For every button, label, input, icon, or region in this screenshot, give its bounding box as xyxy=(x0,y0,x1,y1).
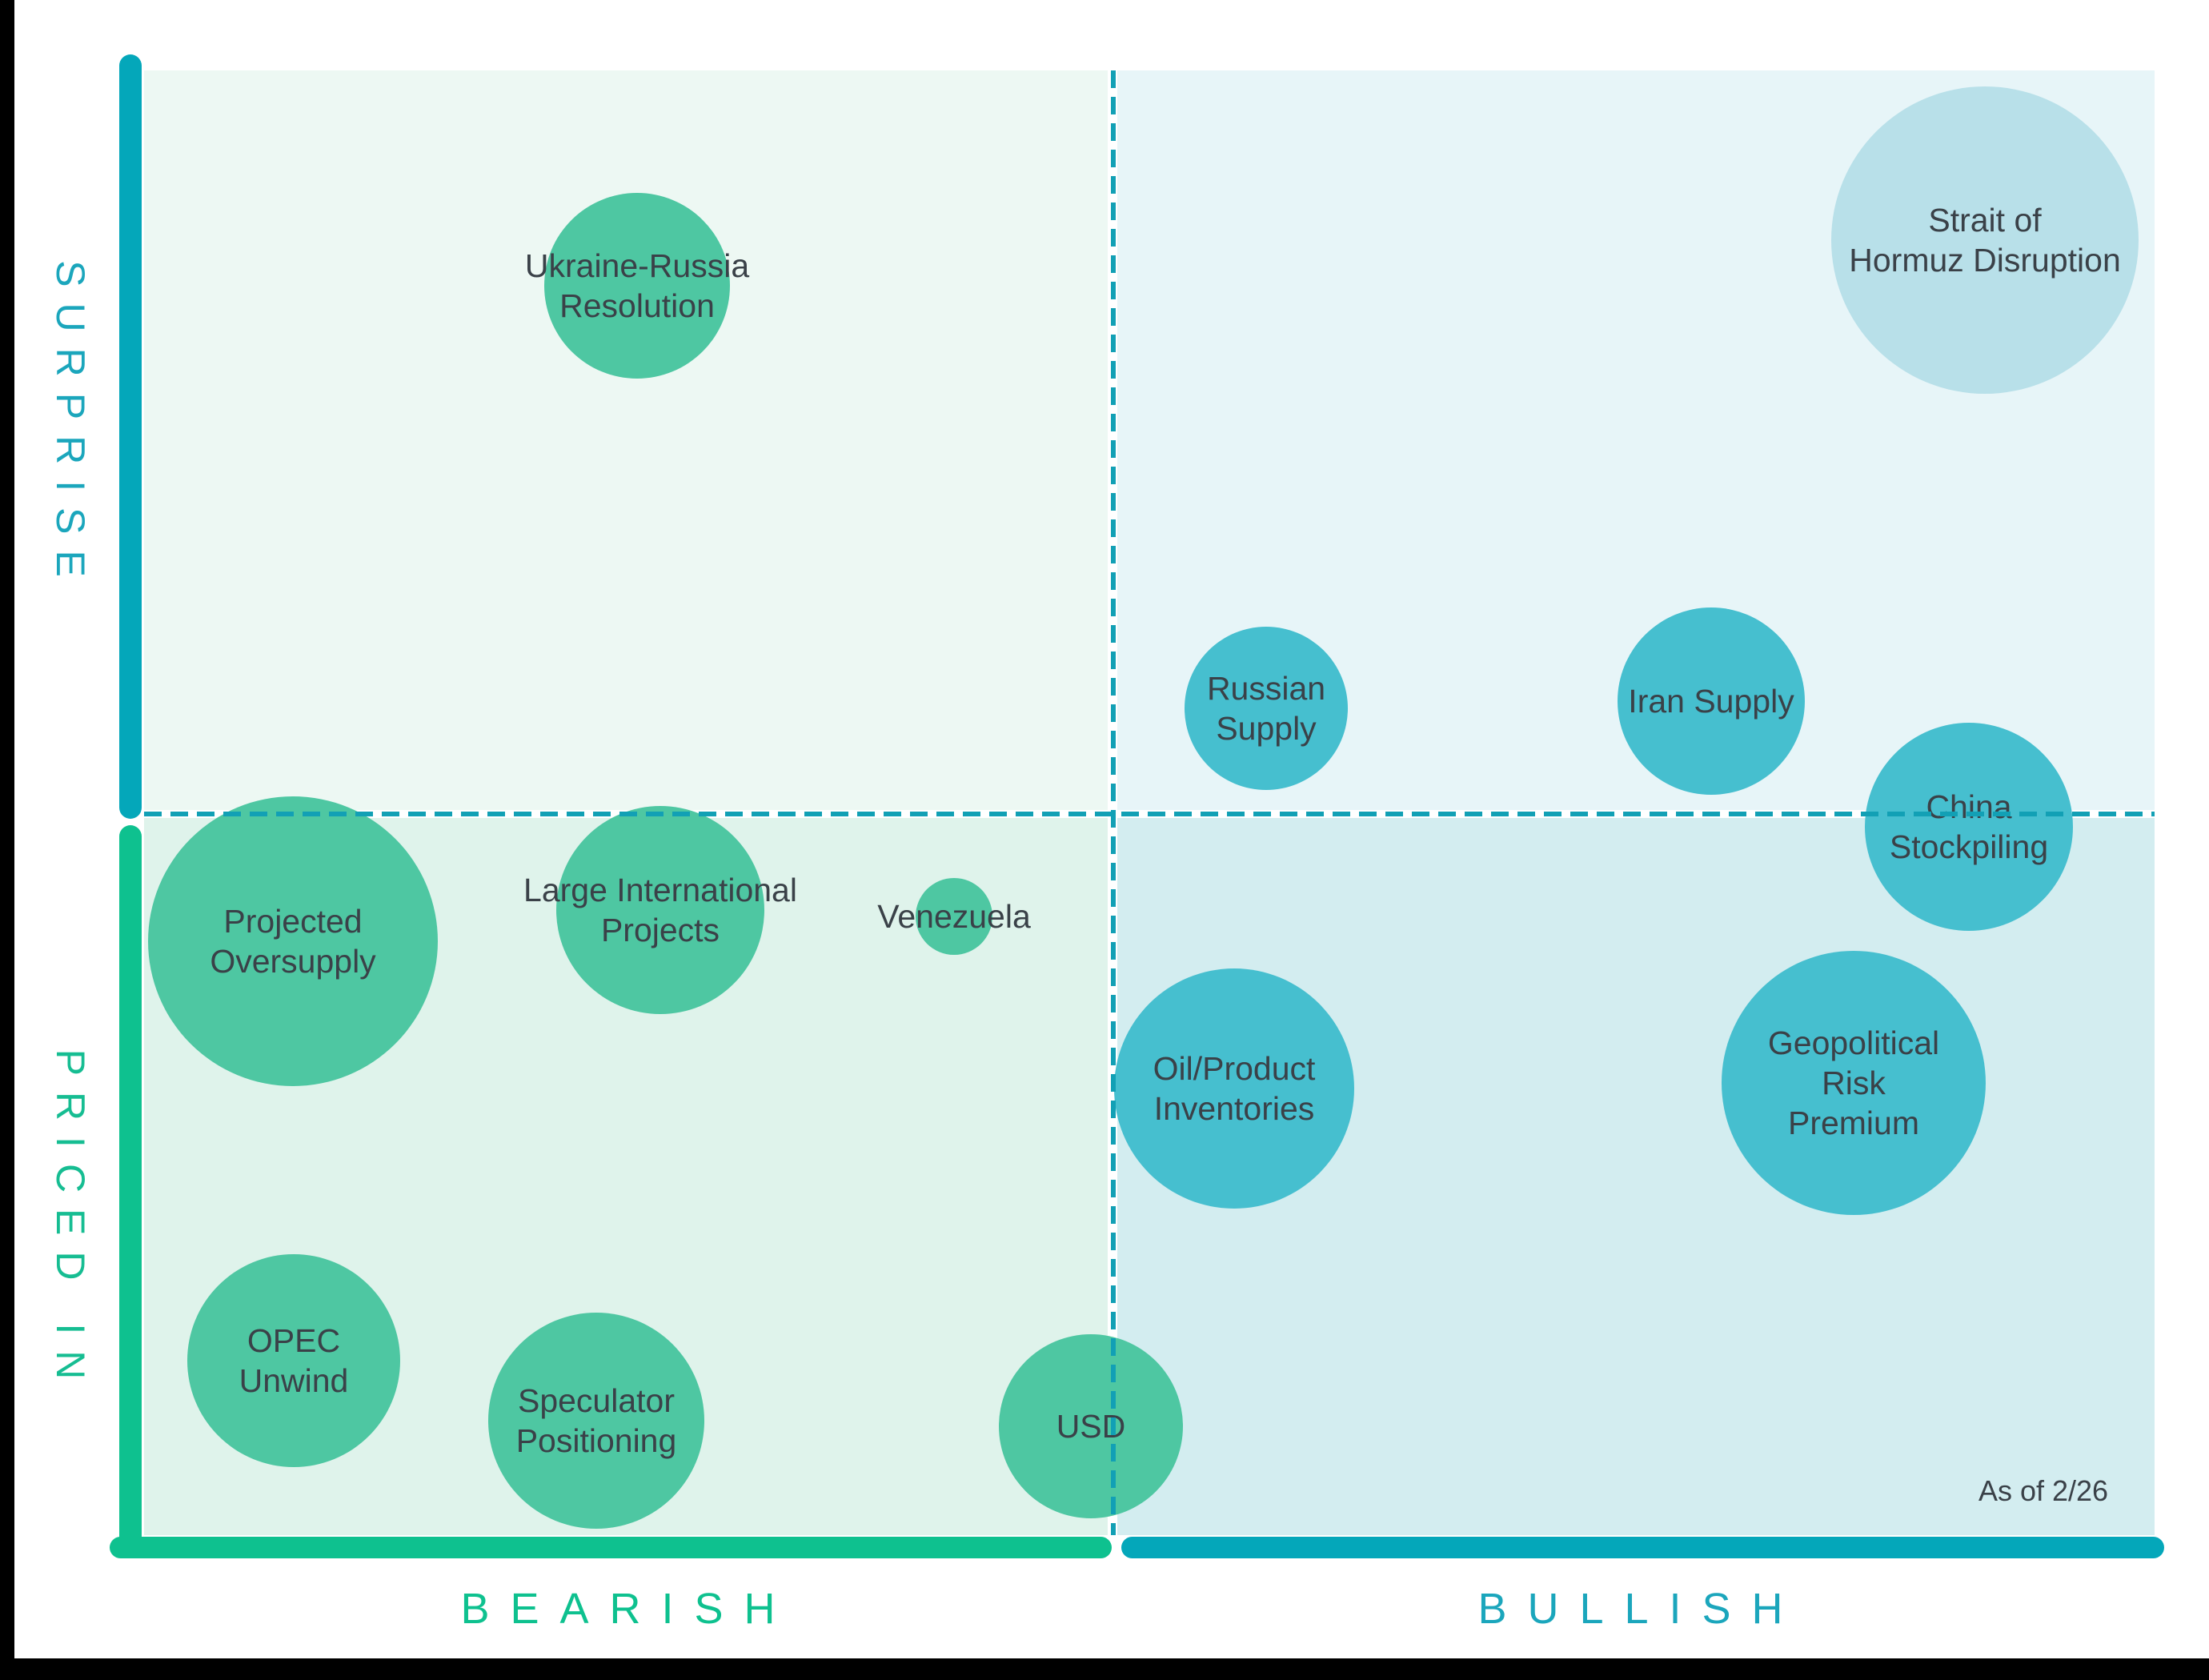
x-axis-bar-bullish xyxy=(1121,1537,2164,1558)
bubble-speculator-positioning: Speculator Positioning xyxy=(488,1313,704,1529)
bubble-label: Projected Oversupply xyxy=(210,902,376,980)
y-axis-label-surprise: SURPRISE xyxy=(48,260,93,593)
y-axis-label-priced-in: PRICED IN xyxy=(48,1048,93,1396)
as-of-date-annotation: As of 2/26 xyxy=(1978,1474,2109,1507)
x-axis-label-bearish: BEARISH xyxy=(460,1585,796,1633)
bubble-projected-oversupply: Projected Oversupply xyxy=(148,796,438,1086)
y-axis-bar-priced-in xyxy=(119,825,142,1551)
bubble-venezuela: Venezuela xyxy=(877,878,1031,955)
bubble-iran-supply: Iran Supply xyxy=(1618,607,1805,795)
bottom-black-border xyxy=(0,1658,2209,1680)
bubble-label: Speculator Positioning xyxy=(515,1381,677,1459)
bubble-china-stockpiling: China Stockpiling xyxy=(1865,723,2073,931)
bubble-label: China Stockpiling xyxy=(1889,788,2049,865)
bubble-label: Geopolitical Risk Premium xyxy=(1767,1024,1940,1141)
bubble-usd: USD xyxy=(999,1334,1183,1518)
vertical-divider-dashed-line xyxy=(1111,70,1116,1535)
bubble-strait-of-hormuz-disruption: Strait of Hormuz Disruption xyxy=(1831,86,2139,394)
bubble-opec-unwind: OPEC Unwind xyxy=(187,1254,400,1467)
quadrant-bg-bearish-surprise xyxy=(144,70,1108,810)
bubble-label: Large International Projects xyxy=(523,871,797,948)
bubble-label: Venezuela xyxy=(877,897,1031,935)
left-black-border xyxy=(0,0,14,1680)
bubble-label: Oil/Product Inventories xyxy=(1153,1049,1316,1127)
bubble-russian-supply: Russian Supply xyxy=(1185,627,1348,790)
y-axis-bar-surprise xyxy=(119,54,142,819)
bubble-oil-product-inventories: Oil/Product Inventories xyxy=(1114,968,1354,1209)
x-axis-label-bullish: BULLISH xyxy=(1477,1585,1804,1633)
bubble-label: OPEC Unwind xyxy=(239,1321,349,1399)
x-axis-bar-bearish xyxy=(110,1537,1112,1558)
bubble-geopolitical-risk-premium: Geopolitical Risk Premium xyxy=(1722,951,1986,1215)
horizontal-divider-dashed-line xyxy=(144,812,2155,816)
bubble-label: Strait of Hormuz Disruption xyxy=(1849,201,2121,279)
bubble-ukraine-russia-resolution: Ukraine-Russia Resolution xyxy=(525,193,749,379)
bubble-label: Ukraine-Russia Resolution xyxy=(524,247,750,324)
bubble-large-international-projects: Large International Projects xyxy=(523,806,797,1014)
bubble-label: Iran Supply xyxy=(1628,682,1794,720)
bubble-label: Russian Supply xyxy=(1206,669,1326,747)
